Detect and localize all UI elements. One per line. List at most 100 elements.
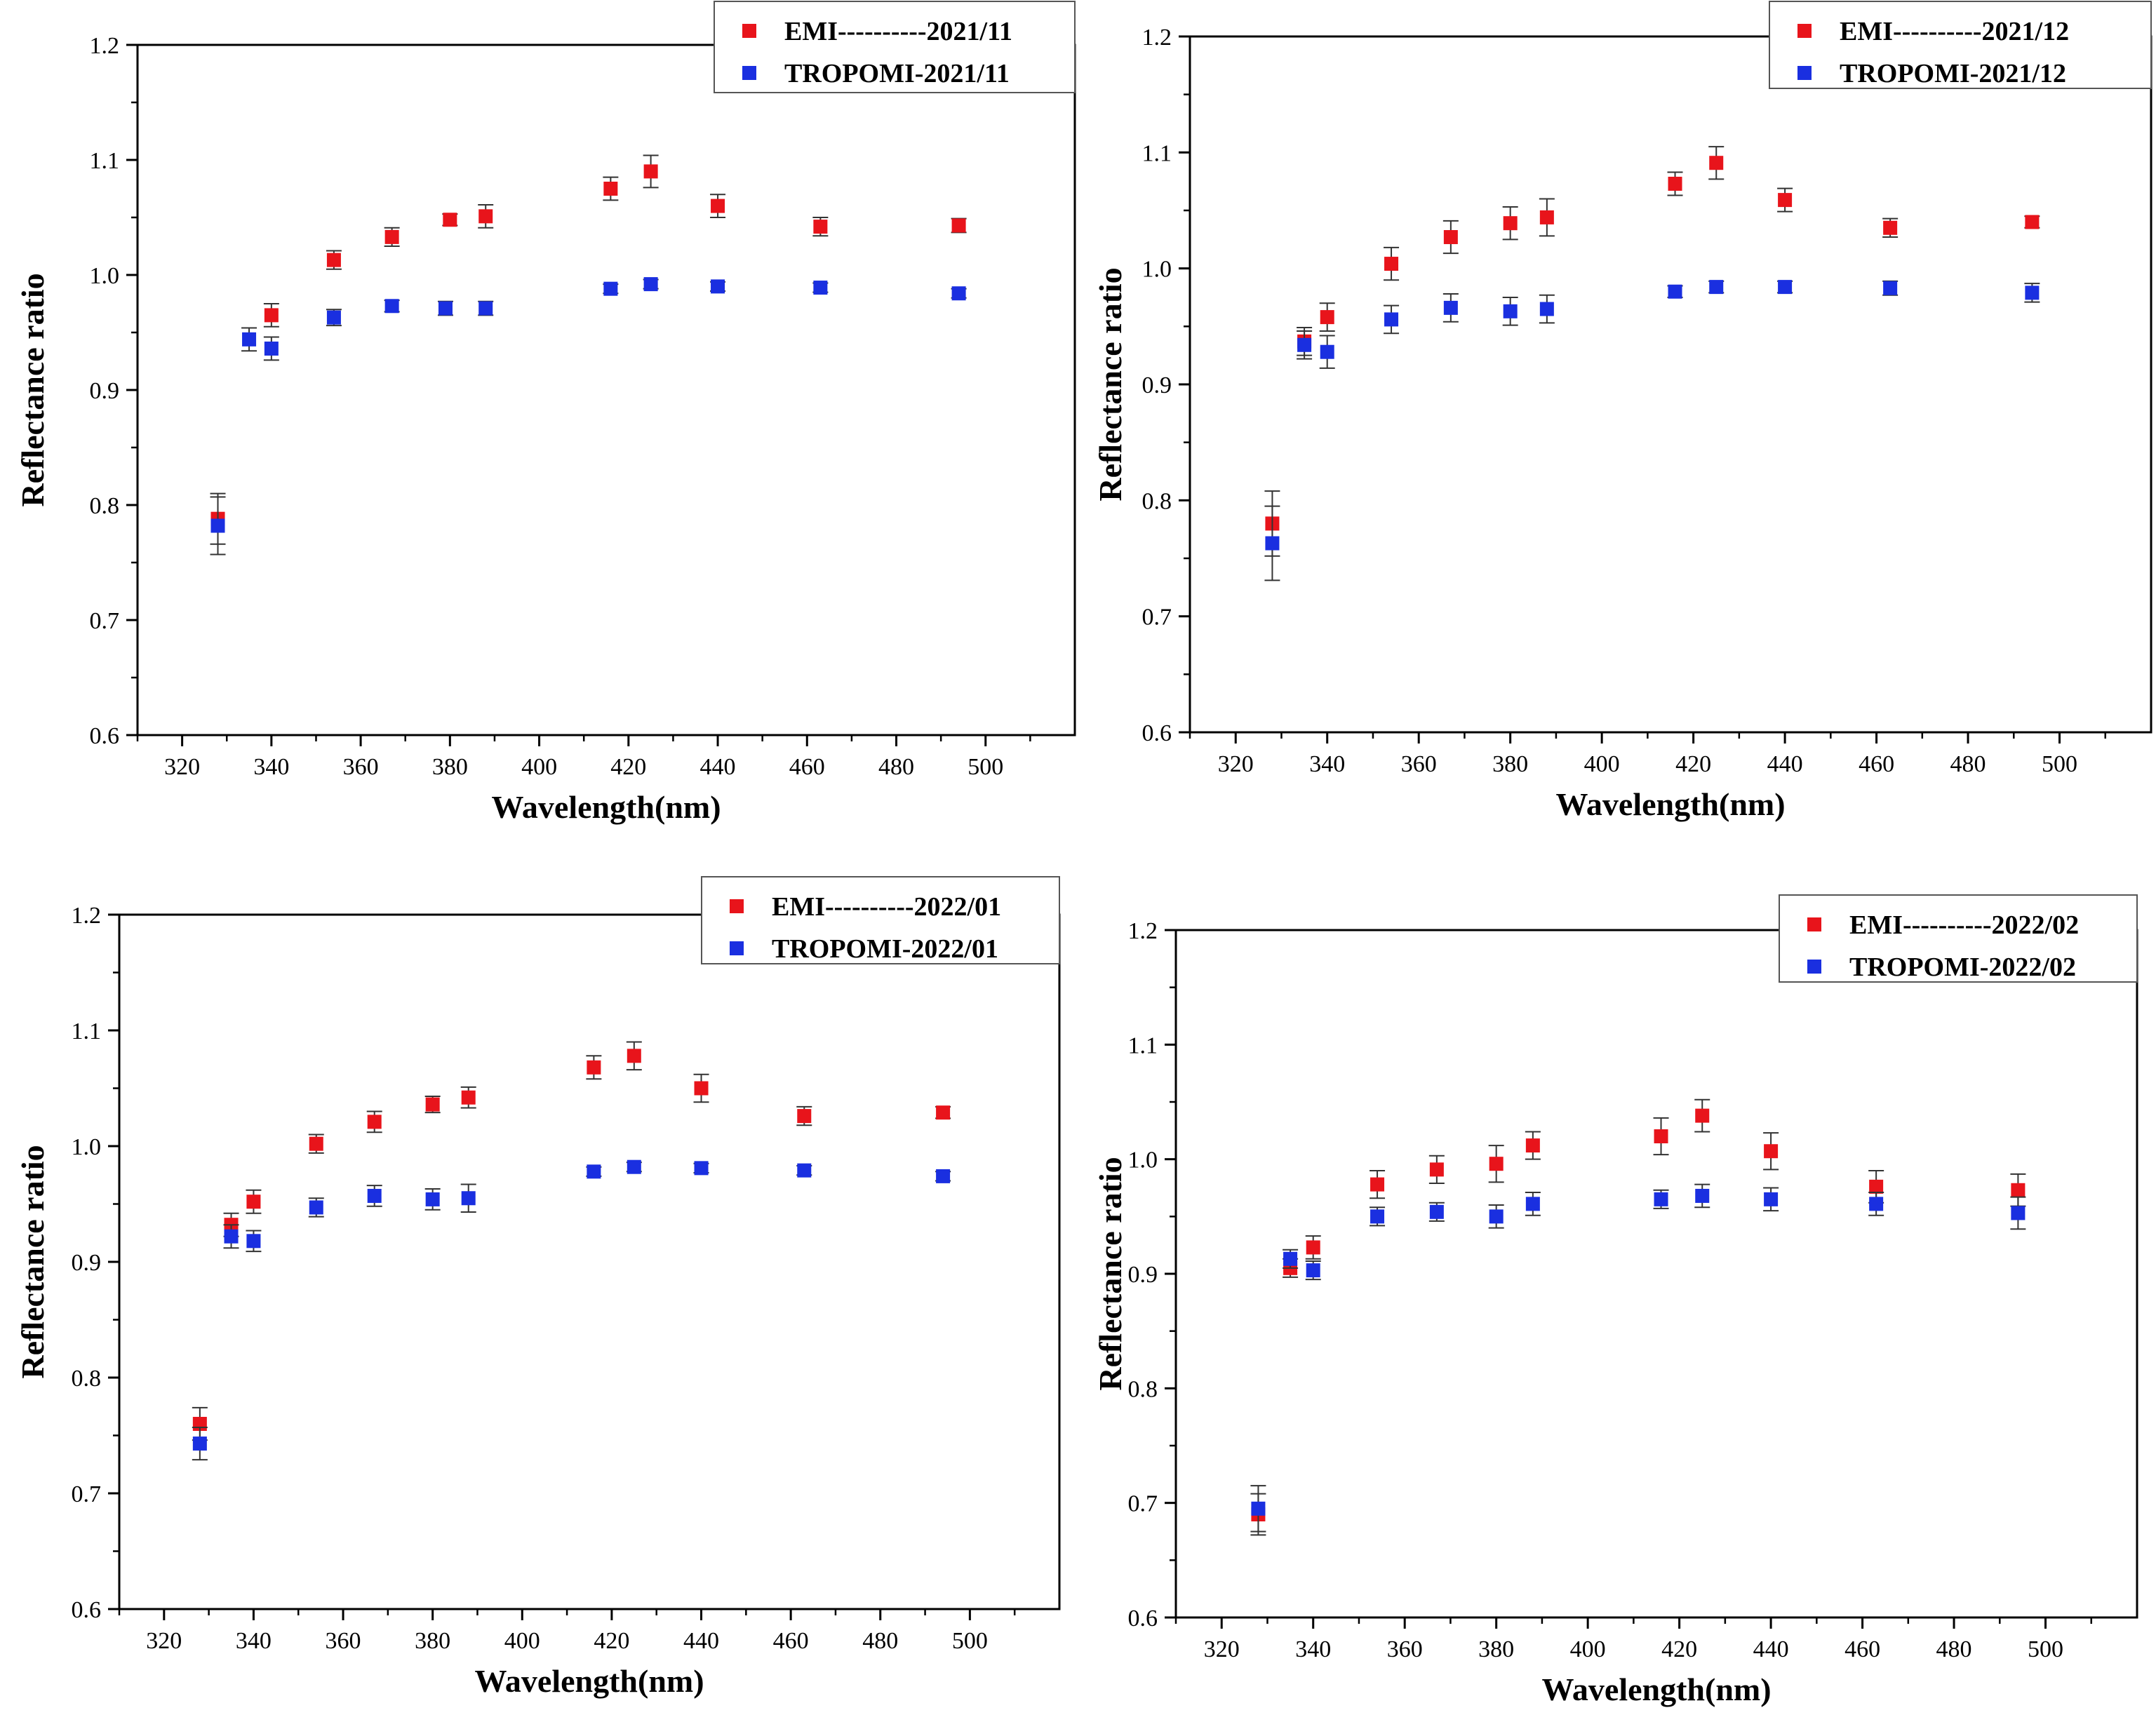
chart-3-data-point bbox=[587, 1164, 601, 1179]
chart-4-legend-marker bbox=[1807, 917, 1821, 931]
chart-3-data-point bbox=[694, 1081, 709, 1096]
chart-1-data-point bbox=[384, 229, 399, 244]
chart-4-y-tick-label: 0.8 bbox=[1128, 1376, 1158, 1402]
chart-2-data-point bbox=[1668, 284, 1682, 299]
chart-2-y-tick-label: 0.8 bbox=[1142, 488, 1172, 514]
chart-4-data-point bbox=[1695, 1108, 1710, 1123]
chart-3-y-tick-label: 0.7 bbox=[72, 1481, 102, 1507]
chart-3-plot-frame bbox=[118, 913, 1061, 1610]
chart-4-x-tick-label: 440 bbox=[1753, 1636, 1789, 1662]
chart-2-data-point bbox=[1384, 312, 1399, 327]
chart-1-legend-box bbox=[714, 1, 1076, 93]
chart-2-legend-label: TROPOMI-2021/12 bbox=[1840, 59, 2066, 88]
chart-2-data-point bbox=[2025, 285, 2040, 300]
chart-3-series-1 bbox=[192, 1041, 951, 1441]
chart-2-x-tick-label: 440 bbox=[1767, 751, 1803, 777]
chart-2-y-tick-label: 0.9 bbox=[1142, 372, 1172, 398]
chart-4-data-point bbox=[2011, 1206, 2026, 1220]
chart-1-data-point bbox=[326, 253, 341, 267]
chart-3-x-tick-label: 360 bbox=[326, 1628, 361, 1654]
chart-2-x-tick-label: 360 bbox=[1401, 751, 1437, 777]
chart-1-legend-label: EMI----------2021/11 bbox=[784, 17, 1012, 46]
chart-2-x-tick-label: 420 bbox=[1675, 751, 1711, 777]
chart-2-plot-frame bbox=[1189, 35, 2152, 734]
chart-panel-4: 320 340 360 380 400 420 440 460 480 500 0.6 0.7 0.8 0… bbox=[1078, 870, 2156, 1729]
chart-1-x-tick-label: 440 bbox=[700, 754, 736, 780]
chart-1-data-point bbox=[643, 164, 658, 179]
chart-4-x-tick-label: 480 bbox=[1936, 1636, 1972, 1662]
chart-1-data-point bbox=[443, 213, 457, 227]
chart-4-y-axis-title: Reflectance ratio bbox=[1092, 1157, 1128, 1390]
chart-panel-3: 320 340 360 380 400 420 440 460 480 500 0.6 0.7 0.8 0… bbox=[0, 870, 1078, 1729]
chart-3-legend-box bbox=[701, 876, 1060, 964]
chart-1-data-point bbox=[711, 199, 725, 213]
chart-1-data-point bbox=[326, 310, 341, 325]
chart-4-data-point bbox=[1764, 1192, 1779, 1206]
chart-3-legend-label: EMI----------2022/01 bbox=[772, 892, 1001, 922]
chart-3-y-tick-label: 1.0 bbox=[72, 1134, 102, 1160]
chart-3-series-2 bbox=[192, 1159, 951, 1461]
chart-3-data-point bbox=[936, 1169, 951, 1183]
chart-3-data-point bbox=[309, 1136, 323, 1151]
chart-4-data-point bbox=[2011, 1183, 2026, 1197]
chart-3-data-point bbox=[367, 1188, 382, 1203]
chart-1-series-2 bbox=[210, 277, 967, 556]
chart-1-data-point bbox=[711, 279, 725, 294]
chart-2-data-point bbox=[1297, 337, 1312, 352]
chart-3-data-point bbox=[425, 1192, 440, 1206]
chart-2-y-axis-title: Reflectance ratio bbox=[1092, 267, 1128, 501]
chart-2-x-tick-label: 400 bbox=[1584, 751, 1620, 777]
chart-1-data-point bbox=[438, 301, 453, 316]
chart-1-x-tick-label: 380 bbox=[432, 754, 468, 780]
chart-2-svg: 320 340 360 380 400 420 440 460 480 500 0.6 0.7 0.8 0… bbox=[1092, 1, 2152, 822]
chart-2-data-point bbox=[1443, 230, 1458, 245]
chart-2-data-point bbox=[1539, 302, 1554, 316]
chart-2-data-point bbox=[1503, 216, 1518, 231]
chart-2-series-2 bbox=[1264, 280, 2040, 581]
chart-4-data-point bbox=[1306, 1240, 1320, 1255]
chart-1-plot-frame bbox=[136, 43, 1076, 736]
chart-1-x-tick-label: 340 bbox=[253, 754, 289, 780]
chart-1-data-point bbox=[643, 277, 658, 292]
chart-2-data-point bbox=[1384, 257, 1399, 271]
chart-1-data-point bbox=[478, 209, 493, 224]
chart-1-data-point bbox=[478, 301, 493, 316]
chart-3-data-point bbox=[192, 1437, 207, 1451]
chart-4-y-tick-label: 0.6 bbox=[1128, 1606, 1158, 1632]
chart-2-x-tick-label: 480 bbox=[1950, 751, 1986, 777]
chart-3-data-point bbox=[936, 1105, 951, 1120]
chart-2-data-point bbox=[2025, 215, 2040, 229]
chart-3-data-point bbox=[587, 1060, 601, 1075]
chart-3-y-axis-title: Reflectance ratio bbox=[15, 1145, 51, 1378]
chart-3-y-tick-label: 1.1 bbox=[72, 1018, 102, 1044]
chart-4-x-tick-label: 340 bbox=[1295, 1636, 1331, 1662]
chart-4-x-tick-label: 500 bbox=[2028, 1636, 2063, 1662]
chart-1-data-point bbox=[210, 518, 225, 533]
chart-4-data-point bbox=[1654, 1192, 1668, 1206]
chart-4-data-point bbox=[1370, 1209, 1385, 1224]
chart-3-data-point bbox=[461, 1090, 476, 1105]
chart-1-legend-marker bbox=[742, 24, 756, 38]
chart-2-y-tick-label: 1.1 bbox=[1142, 140, 1172, 166]
chart-2-data-point bbox=[1539, 210, 1554, 224]
chart-3-data-point bbox=[224, 1229, 239, 1244]
chart-2-x-tick-label: 460 bbox=[1859, 751, 1894, 777]
chart-3-x-tick-label: 460 bbox=[773, 1628, 809, 1654]
chart-2-data-point bbox=[1503, 304, 1518, 318]
chart-4-y-tick-label: 1.1 bbox=[1128, 1032, 1158, 1058]
chart-1-y-axis-title: Reflectance ratio bbox=[15, 273, 51, 506]
chart-panel-2: 320 340 360 380 400 420 440 460 480 500 0.6 0.7 0.8 0… bbox=[1078, 0, 2156, 852]
chart-4-data-point bbox=[1525, 1138, 1540, 1153]
chart-2-legend-marker bbox=[1797, 24, 1812, 38]
chart-3-data-point bbox=[627, 1049, 641, 1063]
chart-3-data-point bbox=[425, 1097, 440, 1112]
chart-1-data-point bbox=[813, 281, 828, 295]
chart-1-x-tick-label: 320 bbox=[164, 754, 200, 780]
chart-4-y-tick-label: 1.0 bbox=[1128, 1148, 1158, 1173]
chart-2-x-tick-label: 500 bbox=[2042, 751, 2077, 777]
chart-2-data-point bbox=[1265, 536, 1280, 551]
chart-2-y-tick-label: 0.7 bbox=[1142, 605, 1172, 631]
chart-4-x-tick-label: 400 bbox=[1570, 1636, 1606, 1662]
chart-4-x-tick-label: 420 bbox=[1661, 1636, 1697, 1662]
chart-2-x-tick-label: 380 bbox=[1492, 751, 1528, 777]
